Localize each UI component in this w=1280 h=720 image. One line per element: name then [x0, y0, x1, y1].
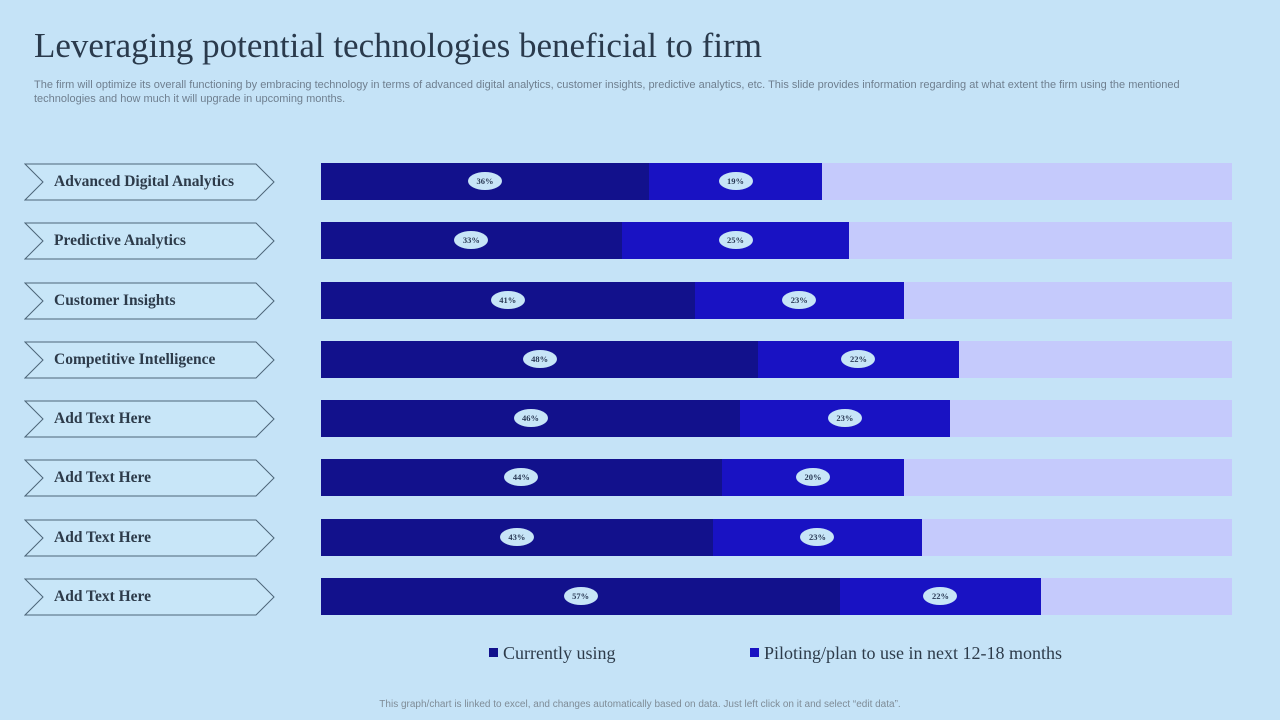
category-label-row-6: Add Text Here: [24, 459, 276, 497]
category-label-row-7: Add Text Here: [24, 519, 276, 557]
legend-label-currently-using: Currently using: [503, 643, 616, 663]
data-label-piloting: 22%: [841, 350, 876, 368]
data-label-piloting: 19%: [718, 172, 753, 190]
bar-track-row-6[interactable]: 44% 20%: [321, 459, 1232, 496]
bar-track-row-8[interactable]: 57% 22%: [321, 578, 1232, 615]
bar-track-row-5[interactable]: 46% 23%: [321, 400, 1232, 437]
category-label-text: Advanced Digital Analytics: [54, 173, 234, 190]
data-label-piloting: 20%: [795, 468, 830, 486]
chevron-arrow-icon: [24, 282, 275, 320]
page-subtitle: The firm will optimize its overall funct…: [34, 79, 1180, 105]
page-title: Leveraging potential technologies benefi…: [34, 26, 762, 65]
chevron-arrow-icon: [24, 578, 275, 616]
category-label-row-4: Competitive Intelligence: [24, 341, 276, 379]
data-label-piloting: 25%: [718, 231, 753, 249]
legend-swatch-piloting: [750, 648, 759, 657]
bar-track-row-1[interactable]: 36% 19%: [321, 163, 1232, 200]
data-label-currently-using: 44%: [504, 468, 539, 486]
data-label-piloting: 22%: [923, 587, 958, 605]
data-label-piloting: 23%: [800, 528, 835, 546]
data-label-currently-using: 46%: [513, 409, 548, 427]
category-label-text: Customer Insights: [54, 292, 176, 309]
category-label-row-2: Predictive Analytics: [24, 222, 276, 260]
category-label-text: Competitive Intelligence: [54, 351, 216, 368]
category-label-text: Add Text Here: [54, 529, 152, 546]
data-label-piloting: 23%: [782, 291, 817, 309]
category-label-row-5: Add Text Here: [24, 400, 276, 438]
category-label-text: Add Text Here: [54, 469, 152, 486]
bar-track-row-7[interactable]: 43% 23%: [321, 519, 1232, 556]
category-label-row-3: Customer Insights: [24, 282, 276, 320]
chevron-arrow-icon: [24, 163, 275, 201]
data-label-currently-using: 48%: [522, 350, 557, 368]
category-label-row-8: Add Text Here: [24, 578, 276, 616]
chevron-arrow-icon: [24, 400, 275, 438]
data-label-currently-using: 43%: [499, 528, 534, 546]
chart-footnote: This graph/chart is linked to excel, and…: [379, 699, 901, 710]
data-label-currently-using: 57%: [563, 587, 598, 605]
chevron-arrow-icon: [24, 459, 275, 497]
category-label-row-1: Advanced Digital Analytics: [24, 163, 276, 201]
chevron-arrow-icon: [24, 341, 275, 379]
bar-track-row-3[interactable]: 41% 23%: [321, 282, 1232, 319]
legend-item-piloting[interactable]: Piloting/plan to use in next 12-18 month…: [750, 643, 1062, 663]
data-label-piloting: 23%: [827, 409, 862, 427]
chevron-arrow-icon: [24, 519, 275, 557]
bar-track-row-2[interactable]: 33% 25%: [321, 222, 1232, 259]
category-label-text: Predictive Analytics: [54, 232, 186, 249]
category-label-text: Add Text Here: [54, 410, 152, 427]
legend-swatch-currently-using: [489, 648, 498, 657]
category-label-text: Add Text Here: [54, 588, 152, 605]
chevron-arrow-icon: [24, 222, 275, 260]
legend-item-currently-using[interactable]: Currently using: [489, 643, 616, 663]
data-label-currently-using: 36%: [467, 172, 502, 190]
legend-label-piloting: Piloting/plan to use in next 12-18 month…: [764, 643, 1062, 663]
data-label-currently-using: 41%: [490, 291, 525, 309]
data-label-currently-using: 33%: [454, 231, 489, 249]
bar-track-row-4[interactable]: 48% 22%: [321, 341, 1232, 378]
